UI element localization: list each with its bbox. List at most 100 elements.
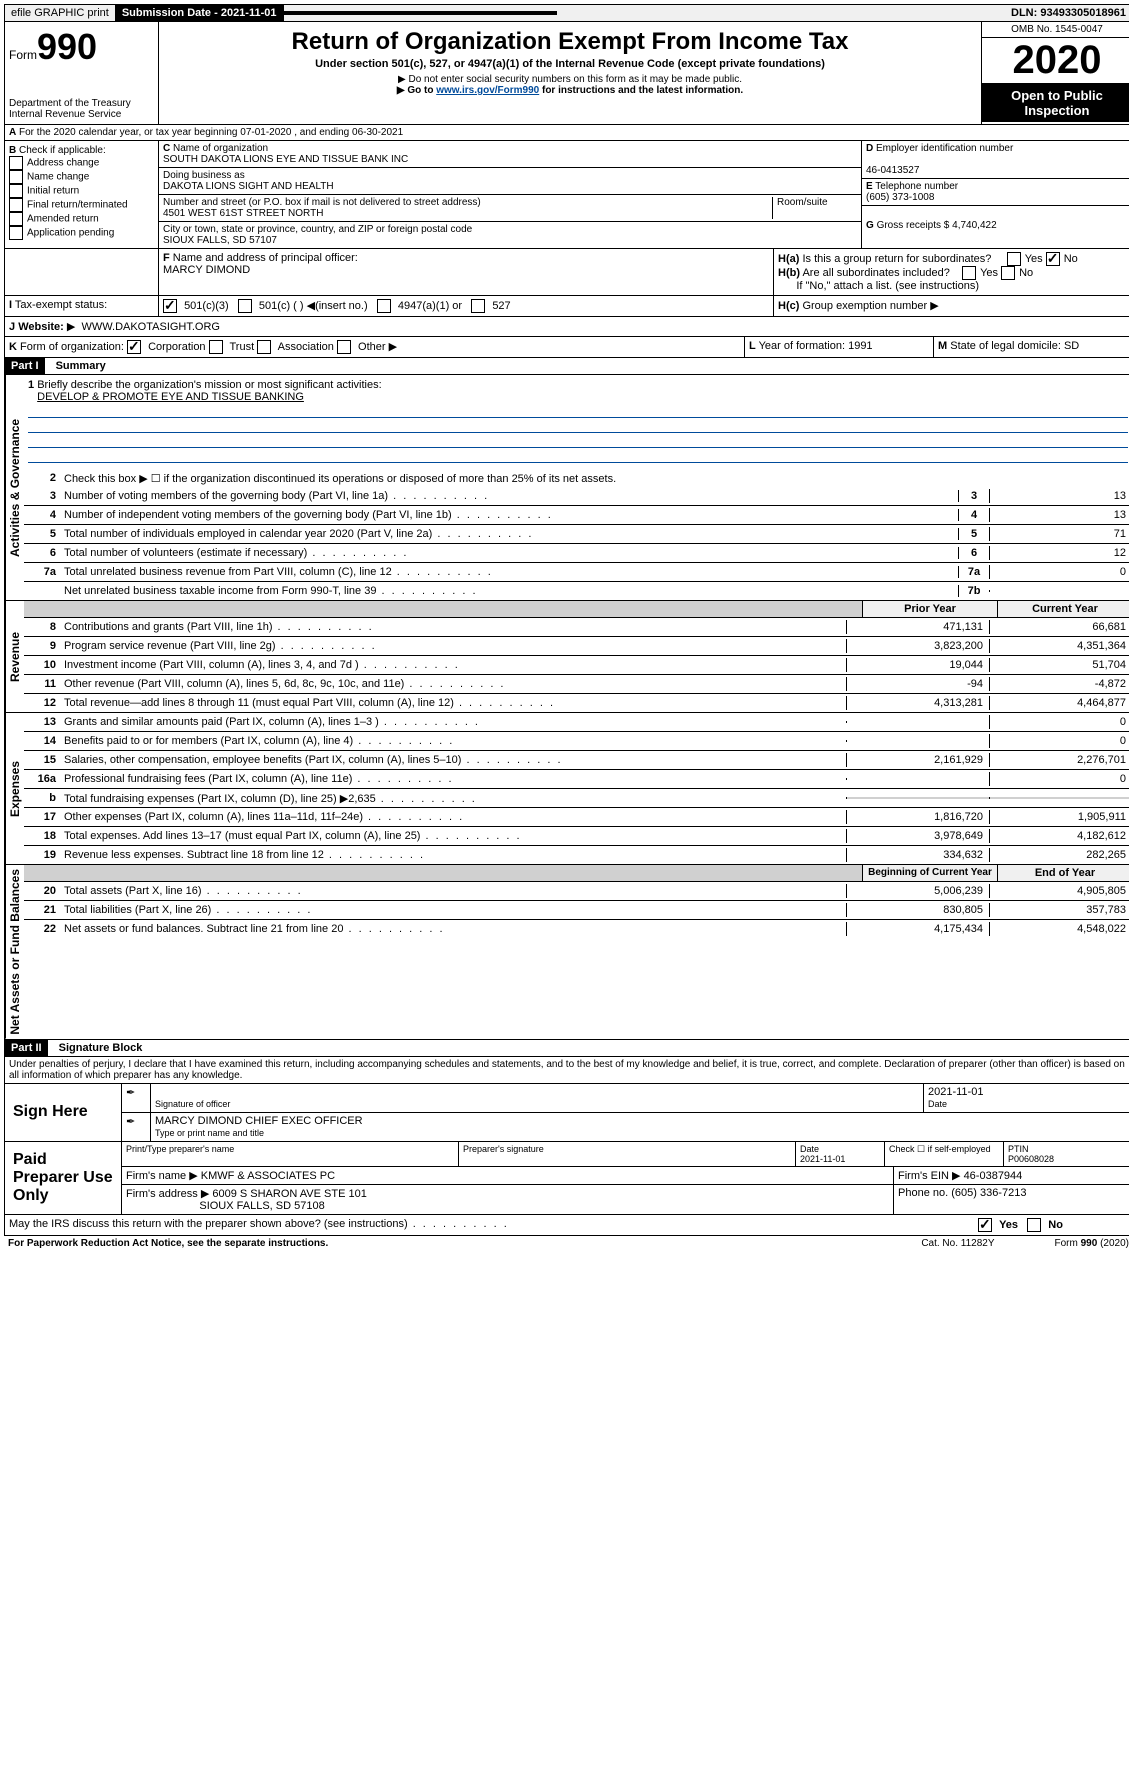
street-address: 4501 WEST 61ST STREET NORTH — [163, 208, 323, 219]
final-return-checkbox[interactable] — [9, 198, 23, 212]
identity-section: B Check if applicable: Address change Na… — [4, 141, 1129, 249]
form-header: Form990 Department of the Treasury Inter… — [4, 22, 1129, 125]
self-employed-check[interactable]: Check ☐ if self-employed — [885, 1142, 1004, 1166]
expenses-section: Expenses 13Grants and similar amounts pa… — [4, 713, 1129, 865]
city-state-zip: SIOUX FALLS, SD 57107 — [163, 235, 277, 246]
mission-text: DEVELOP & PROMOTE EYE AND TISSUE BANKING — [37, 391, 304, 403]
prep-date: 2021-11-01 — [800, 1154, 845, 1164]
summary-line: 4Number of independent voting members of… — [24, 506, 1129, 525]
gross-receipts: 4,740,422 — [952, 220, 997, 231]
other-checkbox[interactable] — [337, 340, 351, 354]
website-url: WWW.DAKOTASIGHT.ORG — [81, 321, 220, 333]
box-b: B Check if applicable: Address change Na… — [5, 141, 159, 248]
form-title: Return of Organization Exempt From Incom… — [163, 28, 977, 56]
sig-date: 2021-11-01 — [928, 1086, 983, 1098]
efile-label: efile GRAPHIC print — [5, 5, 116, 21]
summary-line: 19Revenue less expenses. Subtract line 1… — [24, 846, 1129, 864]
summary-line: 5Total number of individuals employed in… — [24, 525, 1129, 544]
summary-line: 17Other expenses (Part IX, column (A), l… — [24, 808, 1129, 827]
4947-checkbox[interactable] — [377, 299, 391, 313]
summary-line: 8Contributions and grants (Part VIII, li… — [24, 618, 1129, 637]
page-footer: For Paperwork Reduction Act Notice, see … — [4, 1236, 1129, 1251]
row-klm: K Form of organization: Corporation Trus… — [4, 337, 1129, 358]
summary-line: 21Total liabilities (Part X, line 26)830… — [24, 901, 1129, 920]
instructions-note: ▶ Go to www.irs.gov/Form990 for instruct… — [163, 85, 977, 96]
row-a-tax-year: A For the 2020 calendar year, or tax yea… — [4, 125, 1129, 141]
room-suite: Room/suite — [772, 197, 857, 219]
summary-line: 22Net assets or fund balances. Subtract … — [24, 920, 1129, 938]
submission-date-button[interactable]: Submission Date - 2021-11-01 — [116, 5, 284, 21]
ha-no-checkbox[interactable] — [1046, 252, 1060, 266]
501c3-checkbox[interactable] — [163, 299, 177, 313]
hb-no-checkbox[interactable] — [1001, 266, 1015, 280]
net-assets-section: Net Assets or Fund Balances Beginning of… — [4, 865, 1129, 1040]
principal-officer: MARCY DIMOND — [163, 264, 250, 276]
firm-name: KMWF & ASSOCIATES PC — [201, 1170, 335, 1182]
irs-label: Internal Revenue Service — [9, 109, 154, 120]
form-ref: Form 990 (2020) — [1055, 1238, 1129, 1249]
summary-line: 16aProfessional fundraising fees (Part I… — [24, 770, 1129, 789]
tax-year: 2020 — [982, 38, 1129, 84]
summary-line: 14Benefits paid to or for members (Part … — [24, 732, 1129, 751]
amended-return-checkbox[interactable] — [9, 212, 23, 226]
year-formation: 1991 — [848, 340, 872, 352]
summary-line: 20Total assets (Part X, line 16)5,006,23… — [24, 882, 1129, 901]
open-public-badge: Open to Public Inspection — [982, 84, 1129, 122]
ha-yes-checkbox[interactable] — [1007, 252, 1021, 266]
row-i: I Tax-exempt status: 501(c)(3) 501(c) ( … — [4, 296, 1129, 317]
box-d-e-g: D Employer identification number 46-0413… — [861, 141, 1129, 248]
exp-label: Expenses — [5, 713, 24, 864]
ein-value: 46-0413527 — [866, 165, 919, 176]
row-j: J Website: ▶ WWW.DAKOTASIGHT.ORG — [4, 317, 1129, 337]
instructions-link[interactable]: www.irs.gov/Form990 — [436, 85, 539, 96]
part2-header: Part II Signature Block — [4, 1040, 1129, 1057]
527-checkbox[interactable] — [471, 299, 485, 313]
discuss-no-checkbox[interactable] — [1027, 1218, 1041, 1232]
summary-line: 11Other revenue (Part VIII, column (A), … — [24, 675, 1129, 694]
part1-header: Part I Summary — [4, 358, 1129, 375]
dln-label: DLN: 93493305018961 — [1005, 5, 1129, 21]
summary-line: 18Total expenses. Add lines 13–17 (must … — [24, 827, 1129, 846]
cat-no: Cat. No. 11282Y — [921, 1238, 994, 1249]
activities-governance-section: Activities & Governance 1 Briefly descri… — [4, 375, 1129, 601]
form-number: Form990 — [9, 26, 154, 68]
rev-label: Revenue — [5, 601, 24, 712]
summary-line: Net unrelated business taxable income fr… — [24, 582, 1129, 600]
initial-return-checkbox[interactable] — [9, 184, 23, 198]
firm-ein: 46-0387944 — [964, 1170, 1023, 1182]
net-label: Net Assets or Fund Balances — [5, 865, 24, 1039]
hb-yes-checkbox[interactable] — [962, 266, 976, 280]
firm-phone: (605) 336-7213 — [951, 1187, 1026, 1199]
blank-button[interactable] — [284, 11, 557, 15]
ptin-value: P00608028 — [1008, 1154, 1054, 1164]
address-change-checkbox[interactable] — [9, 156, 23, 170]
summary-line: bTotal fundraising expenses (Part IX, co… — [24, 789, 1129, 808]
paid-preparer-label: Paid Preparer Use Only — [5, 1142, 122, 1214]
officer-name: MARCY DIMOND CHIEF EXEC OFFICER — [155, 1115, 363, 1127]
trust-checkbox[interactable] — [209, 340, 223, 354]
dba-name: DAKOTA LIONS SIGHT AND HEALTH — [163, 181, 334, 192]
summary-line: 6Total number of volunteers (estimate if… — [24, 544, 1129, 563]
corp-checkbox[interactable] — [127, 340, 141, 354]
form-subtitle: Under section 501(c), 527, or 4947(a)(1)… — [163, 58, 977, 70]
application-pending-checkbox[interactable] — [9, 226, 23, 240]
summary-line: 9Program service revenue (Part VIII, lin… — [24, 637, 1129, 656]
org-name: SOUTH DAKOTA LIONS EYE AND TISSUE BANK I… — [163, 154, 408, 165]
summary-line: 3Number of voting members of the governi… — [24, 487, 1129, 506]
revenue-col-header: Prior Year Current Year — [24, 601, 1129, 618]
discuss-yes-checkbox[interactable] — [978, 1218, 992, 1232]
summary-line: 15Salaries, other compensation, employee… — [24, 751, 1129, 770]
ssn-note: ▶ Do not enter social security numbers o… — [163, 74, 977, 85]
signature-block: Sign Here ✒ Signature of officer 2021-11… — [4, 1084, 1129, 1215]
firm-addr1: 6009 S SHARON AVE STE 101 — [212, 1188, 366, 1200]
name-change-checkbox[interactable] — [9, 170, 23, 184]
summary-line: 7aTotal unrelated business revenue from … — [24, 563, 1129, 582]
firm-addr2: SIOUX FALLS, SD 57108 — [199, 1200, 324, 1212]
gov-label: Activities & Governance — [5, 375, 24, 600]
top-toolbar: efile GRAPHIC print Submission Date - 20… — [4, 4, 1129, 22]
501c-checkbox[interactable] — [238, 299, 252, 313]
box-c: C Name of organization SOUTH DAKOTA LION… — [159, 141, 861, 248]
assoc-checkbox[interactable] — [257, 340, 271, 354]
discuss-row: May the IRS discuss this return with the… — [4, 1215, 1129, 1236]
perjury-statement: Under penalties of perjury, I declare th… — [4, 1057, 1129, 1084]
